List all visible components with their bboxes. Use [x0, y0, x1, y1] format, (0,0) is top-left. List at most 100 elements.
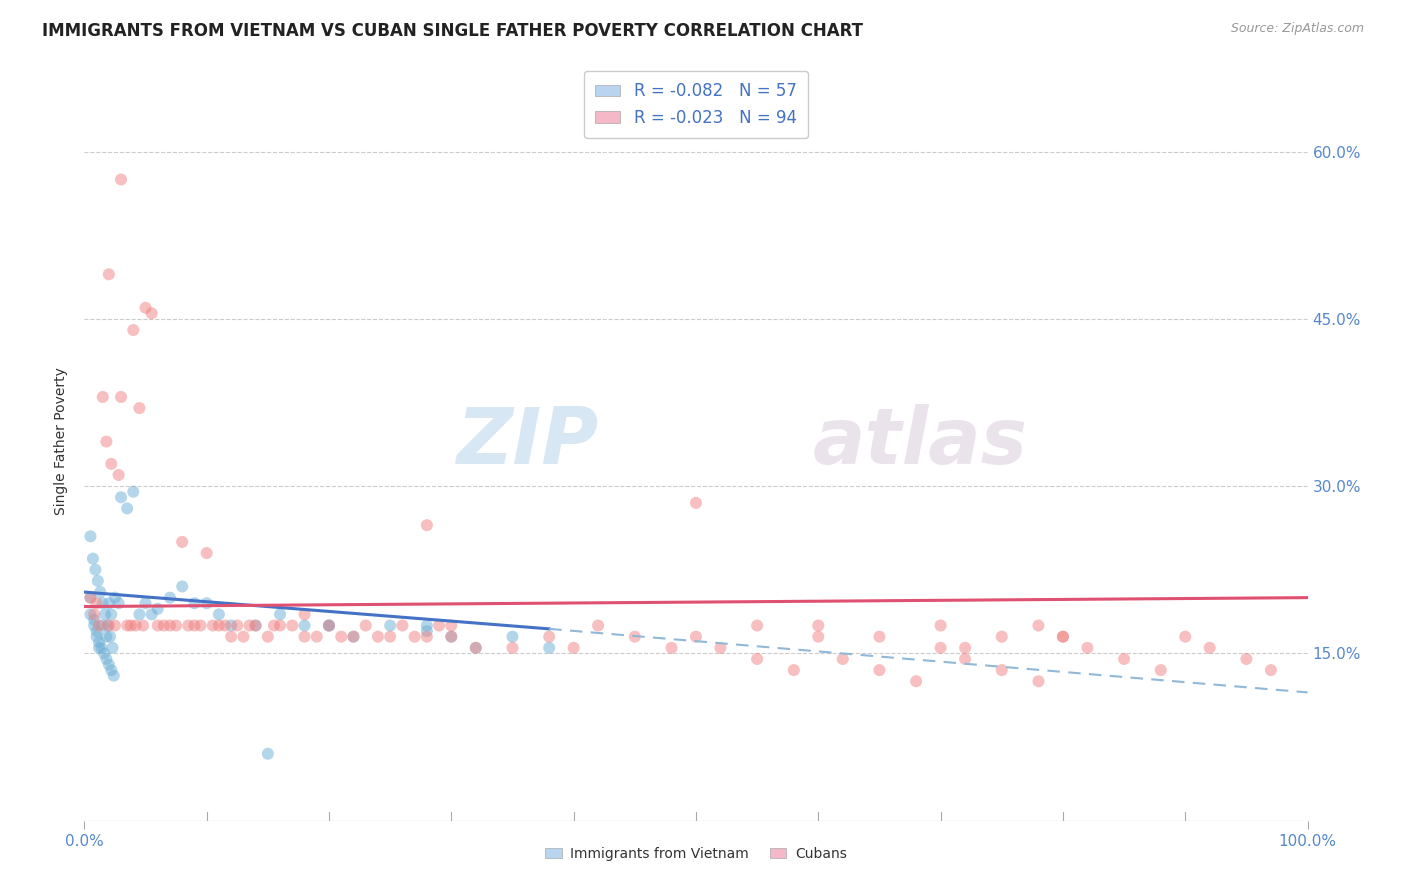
- Point: [79, 607, 101, 622]
- Point: [318, 618, 340, 632]
- Point: [183, 618, 205, 632]
- Point: [190, 618, 212, 632]
- Point: [245, 618, 267, 632]
- Point: [91, 596, 114, 610]
- Point: [281, 618, 304, 632]
- Point: [82, 551, 104, 566]
- Point: [107, 468, 129, 483]
- Point: [1260, 663, 1282, 677]
- Point: [86, 596, 108, 610]
- Point: [84, 563, 107, 577]
- Point: [562, 640, 585, 655]
- Point: [807, 630, 830, 644]
- Point: [100, 607, 122, 622]
- Point: [214, 618, 236, 632]
- Point: [1052, 630, 1074, 644]
- Point: [79, 591, 101, 605]
- Point: [538, 640, 561, 655]
- Text: Source: ZipAtlas.com: Source: ZipAtlas.com: [1230, 22, 1364, 36]
- Point: [120, 618, 142, 632]
- Point: [87, 635, 110, 649]
- Point: [110, 491, 132, 505]
- Point: [464, 640, 486, 655]
- Point: [87, 618, 110, 632]
- Point: [747, 618, 769, 632]
- Point: [93, 646, 115, 660]
- Point: [83, 618, 105, 632]
- Point: [153, 618, 176, 632]
- Point: [104, 591, 127, 605]
- Point: [90, 640, 112, 655]
- Point: [208, 607, 231, 622]
- Point: [367, 630, 389, 644]
- Point: [128, 607, 150, 622]
- Point: [177, 618, 200, 632]
- Point: [146, 602, 169, 616]
- Point: [380, 618, 402, 632]
- Point: [165, 618, 187, 632]
- Point: [172, 535, 194, 549]
- Point: [87, 640, 110, 655]
- Point: [94, 607, 117, 622]
- Point: [269, 618, 291, 632]
- Point: [783, 663, 806, 677]
- Point: [831, 652, 853, 666]
- Point: [132, 618, 155, 632]
- Point: [416, 630, 439, 644]
- Point: [195, 596, 218, 610]
- Point: [380, 630, 402, 644]
- Point: [440, 630, 463, 644]
- Point: [96, 434, 118, 449]
- Point: [502, 640, 524, 655]
- Point: [294, 618, 316, 632]
- Point: [257, 630, 280, 644]
- Point: [89, 585, 111, 599]
- Point: [929, 618, 952, 632]
- Point: [1028, 618, 1050, 632]
- Point: [83, 607, 105, 622]
- Point: [101, 640, 124, 655]
- Y-axis label: Single Father Poverty: Single Father Poverty: [55, 368, 69, 516]
- Point: [245, 618, 267, 632]
- Point: [97, 596, 120, 610]
- Point: [991, 630, 1014, 644]
- Point: [538, 630, 561, 644]
- Point: [141, 607, 163, 622]
- Point: [869, 663, 891, 677]
- Point: [232, 630, 254, 644]
- Point: [135, 596, 157, 610]
- Point: [661, 640, 683, 655]
- Point: [991, 663, 1014, 677]
- Point: [807, 618, 830, 632]
- Point: [115, 618, 138, 632]
- Point: [416, 618, 439, 632]
- Point: [96, 652, 118, 666]
- Point: [929, 640, 952, 655]
- Point: [305, 630, 328, 644]
- Point: [1150, 663, 1173, 677]
- Point: [226, 618, 249, 632]
- Point: [709, 640, 731, 655]
- Point: [115, 501, 138, 516]
- Point: [869, 630, 891, 644]
- Point: [1174, 630, 1197, 644]
- Point: [1076, 640, 1098, 655]
- Point: [201, 618, 224, 632]
- Point: [100, 663, 122, 677]
- Point: [104, 618, 127, 632]
- Point: [87, 574, 110, 588]
- Point: [953, 640, 976, 655]
- Point: [269, 607, 291, 622]
- Point: [86, 630, 108, 644]
- Point: [238, 618, 260, 632]
- Point: [172, 580, 194, 594]
- Point: [1114, 652, 1136, 666]
- Point: [685, 630, 707, 644]
- Point: [146, 618, 169, 632]
- Text: ZIP: ZIP: [456, 403, 598, 480]
- Point: [135, 301, 157, 315]
- Point: [107, 596, 129, 610]
- Point: [342, 630, 364, 644]
- Point: [263, 618, 285, 632]
- Point: [103, 669, 125, 683]
